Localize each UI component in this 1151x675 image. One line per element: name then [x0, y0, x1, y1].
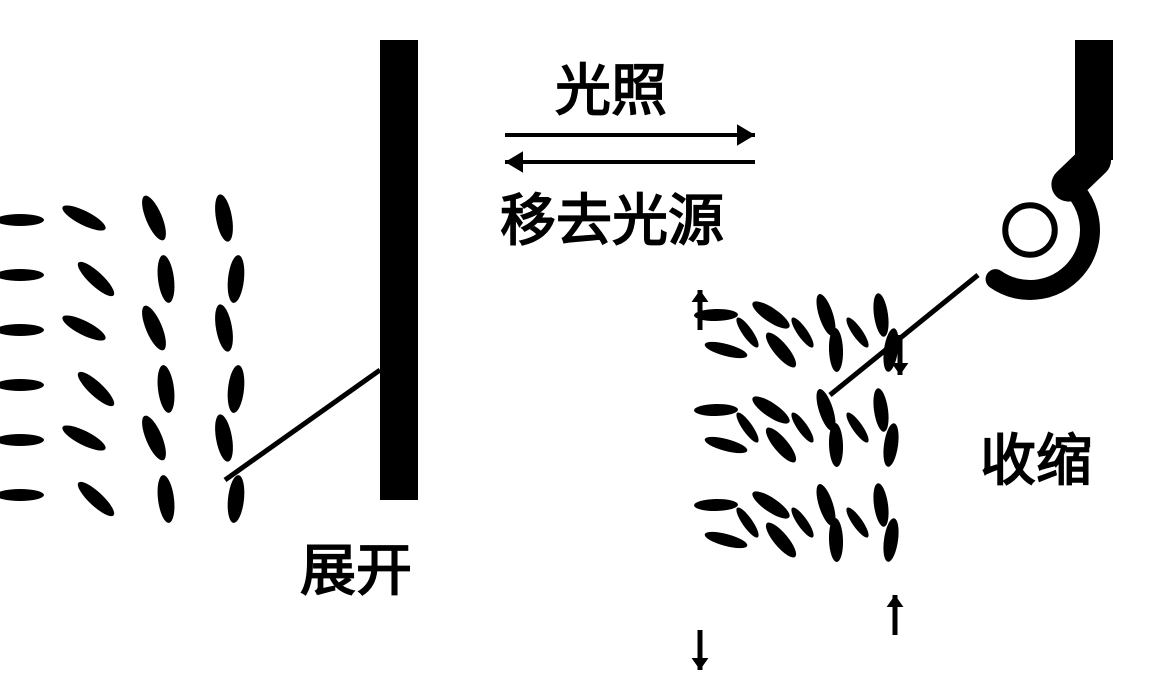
- mesogen-mark: [0, 489, 44, 501]
- mesogen-mark: [74, 478, 119, 521]
- mesogen-mark: [212, 193, 236, 243]
- label-light: 光照: [555, 60, 667, 122]
- mesogen-mark: [871, 482, 891, 528]
- coil-connector: [1069, 160, 1095, 185]
- mesogen-mark: [843, 410, 872, 445]
- mesogen-mark: [212, 413, 236, 463]
- label-shrink: 收缩: [980, 430, 1092, 492]
- mesogen-mark: [59, 311, 108, 345]
- arrowhead-icon: [505, 151, 523, 173]
- mesogen-mark: [0, 269, 44, 281]
- mesogen-mark: [226, 474, 247, 523]
- mesogen-mark: [226, 254, 247, 303]
- mesogen-mark: [828, 518, 844, 562]
- mesogen-mark: [137, 193, 170, 243]
- mesogen-mark: [59, 421, 108, 455]
- lead-line: [225, 370, 380, 480]
- mesogen-mark: [703, 434, 749, 457]
- mesogen-mark: [733, 315, 762, 350]
- mesogen-mark: [0, 434, 44, 446]
- mesogen-mark: [155, 364, 177, 414]
- mesogen-mark: [59, 201, 108, 235]
- mesogen-mark: [694, 404, 738, 417]
- left-strip: [380, 40, 418, 500]
- coil-inner: [1005, 205, 1055, 255]
- arrowhead-icon: [692, 290, 709, 302]
- mesogen-mark: [155, 474, 177, 524]
- mesogen-mark: [843, 505, 872, 540]
- arrowhead-icon: [737, 124, 755, 146]
- mesogen-mark: [733, 505, 762, 540]
- mesogen-mark: [761, 424, 800, 467]
- mesogen-mark: [871, 387, 891, 433]
- mesogen-mark: [155, 254, 177, 304]
- lead-line: [830, 275, 978, 395]
- label-expand: 展开: [300, 540, 412, 602]
- mesogen-mark: [137, 413, 170, 463]
- mesogen-mark: [137, 303, 170, 353]
- arrowhead-icon: [692, 658, 709, 670]
- label-remove: 移去光源: [500, 190, 724, 252]
- mesogen-mark: [749, 297, 793, 333]
- mesogen-mark: [226, 364, 247, 413]
- mesogen-mark: [733, 410, 762, 445]
- mesogen-mark: [788, 315, 817, 350]
- mesogen-mark: [74, 258, 119, 301]
- mesogen-mark: [828, 328, 844, 372]
- mesogen-mark: [871, 292, 891, 338]
- mesogen-mark: [749, 487, 793, 523]
- mesogen-mark: [703, 529, 749, 552]
- mesogen-mark: [0, 324, 44, 336]
- mesogen-mark: [761, 329, 800, 372]
- mesogen-mark: [0, 379, 44, 391]
- mesogen-mark: [212, 303, 236, 353]
- arrowhead-icon: [887, 595, 904, 607]
- mesogen-mark: [74, 368, 119, 411]
- mesogen-mark: [843, 315, 872, 350]
- mesogen-mark: [703, 339, 749, 362]
- mesogen-mark: [749, 392, 793, 428]
- mesogen-mark: [761, 519, 800, 562]
- mesogen-mark: [0, 214, 44, 226]
- mesogen-mark: [828, 423, 844, 467]
- right-strip: [1075, 40, 1113, 160]
- mesogen-mark: [788, 410, 817, 445]
- mesogen-mark: [694, 499, 738, 512]
- mesogen-mark: [788, 505, 817, 540]
